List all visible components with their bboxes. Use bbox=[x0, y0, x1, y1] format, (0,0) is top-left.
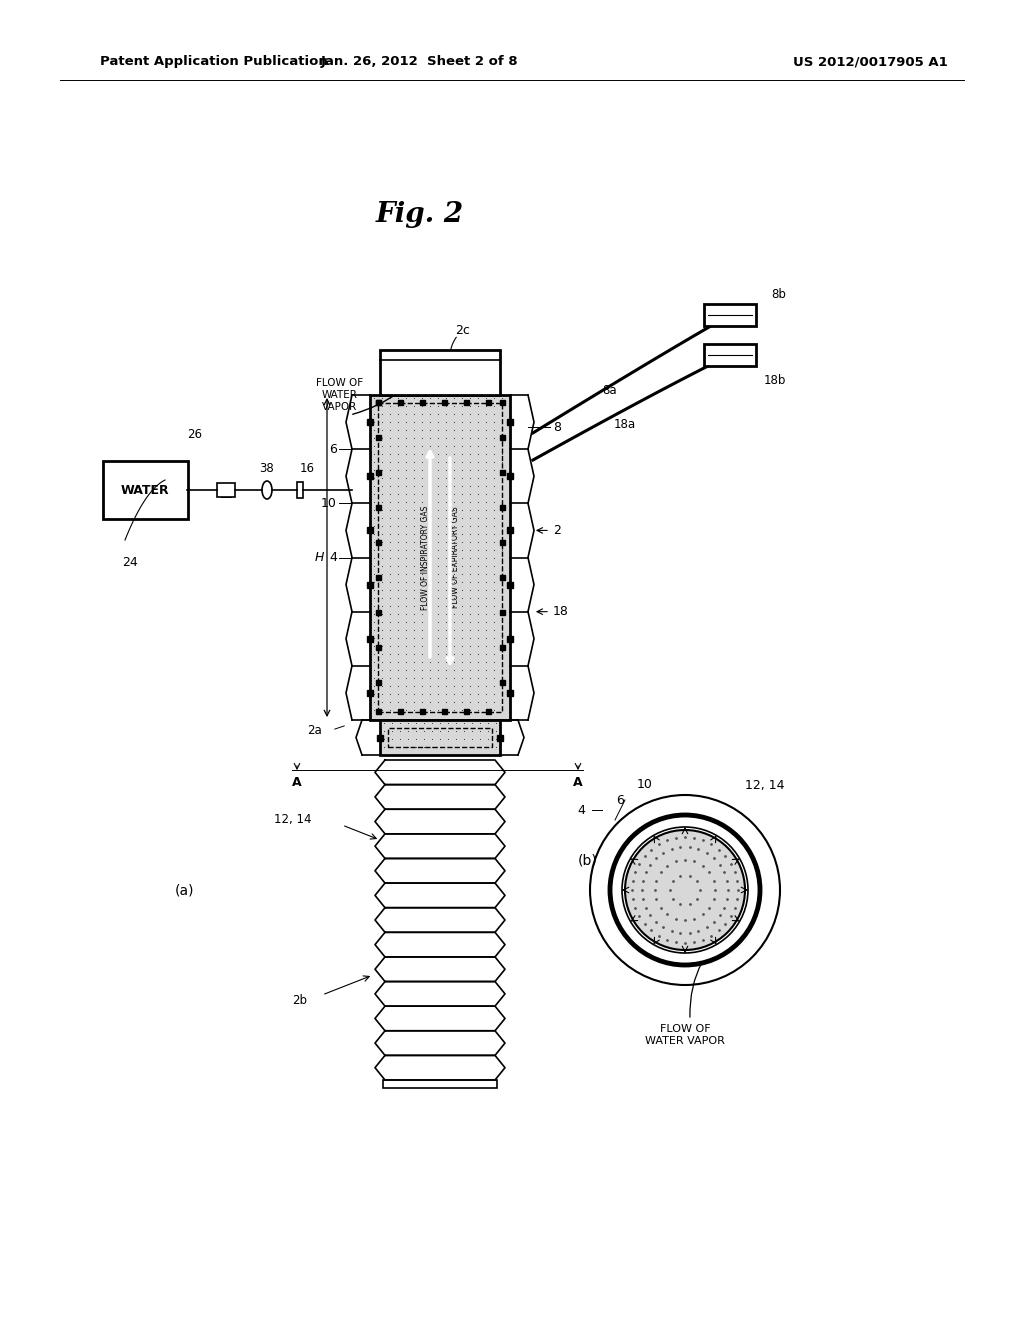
Bar bbox=[500, 506, 505, 510]
Bar bbox=[103, 461, 188, 519]
Bar bbox=[376, 709, 381, 714]
Bar bbox=[500, 400, 505, 405]
Bar bbox=[500, 540, 505, 545]
Text: 2: 2 bbox=[553, 524, 561, 537]
Text: 18a: 18a bbox=[614, 418, 636, 432]
Text: 8a: 8a bbox=[603, 384, 617, 396]
Bar bbox=[383, 1080, 497, 1088]
Bar bbox=[420, 709, 425, 714]
Bar bbox=[376, 576, 381, 579]
Text: US 2012/0017905 A1: US 2012/0017905 A1 bbox=[793, 55, 947, 69]
Text: FLOW OF
WATER
VAPOR: FLOW OF WATER VAPOR bbox=[316, 378, 364, 412]
Text: 2c: 2c bbox=[455, 323, 470, 337]
Text: (a): (a) bbox=[175, 883, 195, 898]
Bar bbox=[380, 719, 500, 755]
Bar bbox=[500, 436, 505, 440]
Bar bbox=[420, 400, 425, 405]
Text: A: A bbox=[573, 776, 583, 788]
Text: 18: 18 bbox=[553, 605, 569, 618]
Bar bbox=[376, 400, 381, 405]
Bar bbox=[376, 540, 381, 545]
Text: 10: 10 bbox=[322, 496, 337, 510]
Bar bbox=[705, 304, 756, 326]
Bar bbox=[486, 400, 490, 405]
Text: 10: 10 bbox=[637, 779, 653, 792]
Text: 6: 6 bbox=[329, 442, 337, 455]
Bar bbox=[398, 400, 403, 405]
Text: Jan. 26, 2012  Sheet 2 of 8: Jan. 26, 2012 Sheet 2 of 8 bbox=[322, 55, 519, 69]
Bar bbox=[442, 400, 447, 405]
Text: 8b: 8b bbox=[771, 289, 785, 301]
Bar bbox=[376, 610, 381, 615]
Bar bbox=[370, 395, 510, 719]
Bar bbox=[217, 483, 234, 498]
Text: FLOW OF INSPIRATORY GAS: FLOW OF INSPIRATORY GAS bbox=[421, 506, 429, 610]
Circle shape bbox=[625, 830, 745, 950]
Text: A: A bbox=[292, 776, 302, 788]
Bar bbox=[500, 680, 505, 685]
Bar bbox=[500, 645, 505, 649]
Text: Fig. 2: Fig. 2 bbox=[376, 202, 464, 228]
Bar bbox=[376, 470, 381, 475]
Text: 18b: 18b bbox=[764, 374, 786, 387]
Text: 12, 14: 12, 14 bbox=[745, 779, 784, 792]
Text: Patent Application Publication: Patent Application Publication bbox=[100, 55, 328, 69]
Bar bbox=[705, 345, 756, 366]
Text: (b): (b) bbox=[579, 853, 598, 867]
Bar bbox=[500, 610, 505, 615]
Circle shape bbox=[610, 814, 760, 965]
Bar bbox=[376, 436, 381, 440]
Bar bbox=[297, 482, 303, 498]
Bar bbox=[376, 400, 381, 405]
Text: 4: 4 bbox=[329, 550, 337, 564]
Text: H: H bbox=[314, 550, 324, 564]
Bar bbox=[380, 350, 500, 395]
Bar bbox=[500, 470, 505, 475]
Bar bbox=[388, 729, 492, 747]
Text: 6: 6 bbox=[616, 793, 624, 807]
Text: 2b: 2b bbox=[292, 994, 307, 1006]
Text: 4: 4 bbox=[578, 804, 585, 817]
Text: 16: 16 bbox=[299, 462, 314, 474]
Bar bbox=[376, 680, 381, 685]
Ellipse shape bbox=[262, 480, 272, 499]
Text: 8: 8 bbox=[553, 421, 561, 433]
Text: 24: 24 bbox=[122, 556, 138, 569]
Bar bbox=[378, 403, 502, 711]
Text: WATER: WATER bbox=[121, 483, 169, 496]
Text: FLOW OF
WATER VAPOR: FLOW OF WATER VAPOR bbox=[645, 1024, 725, 1045]
Bar bbox=[500, 576, 505, 579]
Bar bbox=[464, 400, 469, 405]
Bar bbox=[464, 709, 469, 714]
Bar bbox=[398, 709, 403, 714]
Bar bbox=[486, 709, 490, 714]
Text: 2a: 2a bbox=[307, 723, 322, 737]
Text: 26: 26 bbox=[187, 429, 203, 441]
Bar bbox=[442, 709, 447, 714]
Text: 38: 38 bbox=[260, 462, 274, 474]
Bar bbox=[376, 506, 381, 510]
Text: 12, 14: 12, 14 bbox=[274, 813, 312, 826]
Text: FLOW OF EXPIRATORY GAS: FLOW OF EXPIRATORY GAS bbox=[451, 507, 460, 609]
Bar bbox=[376, 645, 381, 649]
